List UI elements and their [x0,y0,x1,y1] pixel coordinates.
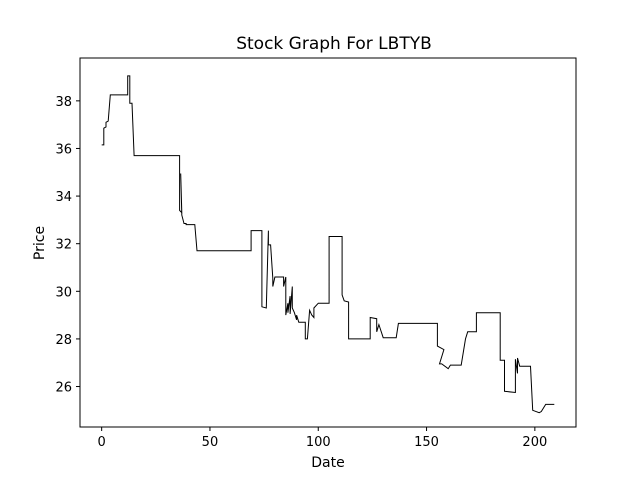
y-tick-label: 36 [55,142,72,157]
x-tick-label: 150 [414,435,439,450]
x-tick-label: 200 [522,435,547,450]
y-tick-label: 32 [55,238,72,253]
series-layer [101,75,555,414]
x-tick-label: 100 [306,435,331,450]
y-tick-label: 34 [55,190,72,205]
axes: 0 50 100 150 200 26 28 30 32 34 36 38 [55,95,547,450]
y-tick-label: 26 [55,381,72,396]
x-axis-label: Date [311,455,344,471]
x-tick-label: 0 [98,435,106,450]
y-tick-label: 38 [55,95,72,110]
y-tick-label: 30 [55,285,72,300]
y-axis-label: Price [32,226,48,260]
plot-area [80,58,576,427]
x-tick-label: 50 [202,435,219,450]
y-tick-label: 28 [55,333,72,348]
plot-frame [79,57,577,428]
price-series-line [101,75,555,414]
chart-title: Stock Graph For LBTYB [236,34,432,54]
